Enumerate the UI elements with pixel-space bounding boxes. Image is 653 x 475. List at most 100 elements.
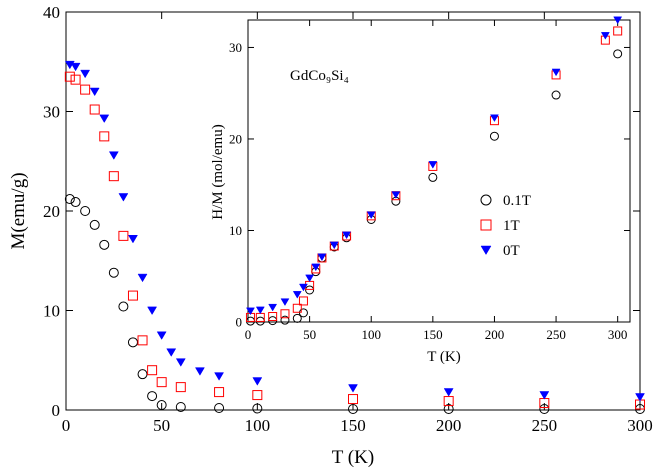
inset-data-series [245,16,623,326]
main-data-point [539,391,550,400]
main-data-point [127,337,138,348]
main-data-point [70,62,81,72]
inset-data-point [551,68,561,77]
main-data-point [128,235,138,244]
inset-plot: 0 50 100 150 200 250 300 0 10 20 30 GdCo₉Si₄ 0.1T 1… [210,16,631,365]
inset-data-point [299,283,308,292]
main-data-point [64,194,75,205]
inset-data-point [317,253,327,262]
main-data-point [80,69,91,79]
legend-marker-0 [480,194,492,206]
inset-y-tick-label: 10 [229,223,242,238]
main-data-point [118,193,129,202]
main-data-point [348,394,358,405]
main-series-2 [64,60,645,402]
inset-data-point [311,263,321,272]
main-x-tick-label: 300 [627,416,653,435]
main-data-point [70,74,81,85]
main-data-point [443,404,454,415]
inset-x-tick-label: 0 [245,327,252,342]
main-data-point [252,390,263,401]
inset-plot-background [248,20,630,322]
inset-data-point [305,274,315,283]
inset-data-point [298,296,308,306]
inset-x-tick-label: 300 [608,327,628,342]
main-data-point [64,71,75,82]
main-data-point [70,197,81,208]
inset-data-point [366,211,376,220]
main-data-point [147,306,158,316]
inset-legend: 0.1T 1T 0T [480,193,531,259]
main-x-tick-label: 200 [436,416,462,435]
inset-data-point [551,90,561,100]
main-x-tick-label: 50 [153,416,170,435]
main-data-point [137,335,148,346]
main-data-point [156,400,167,411]
main-y-tick-label: 10 [43,301,60,320]
main-data-point [137,369,148,380]
inset-y-tick-label: 0 [236,315,243,330]
main-data-point [214,403,225,414]
inset-series-1 [245,26,623,322]
main-data-point [89,87,100,97]
main-y-tick-label: 40 [43,3,60,22]
main-x-tick-label: 250 [532,416,558,435]
inset-x-tick-label: 250 [546,327,566,342]
main-data-point [108,171,119,182]
inset-x-tick-label: 50 [303,327,316,342]
inset-plot-frame [247,19,631,323]
inset-axis-ticks: 0 50 100 150 200 250 300 0 10 20 30 [229,20,630,342]
main-data-point [443,388,454,397]
main-data-point [175,382,186,393]
main-y-axis-label: M(emu/g) [8,172,29,249]
main-data-point [99,131,110,142]
main-data-series [64,60,645,415]
legend-marker-2 [480,245,492,255]
inset-data-point [268,312,278,322]
main-x-tick-label: 0 [62,416,71,435]
inset-y-axis-label: H/M (mol/emu) [210,124,226,219]
main-data-point [127,290,138,301]
main-data-point [348,384,358,393]
legend-marker-1 [480,219,492,231]
legend-label-2: 0T [503,243,520,259]
main-data-point [348,404,358,415]
inset-data-point [292,313,302,323]
main-data-point [194,367,205,376]
main-data-point [175,358,186,367]
main-data-point [118,230,129,241]
main-data-point [118,301,129,312]
main-y-tick-label: 0 [52,401,61,420]
main-data-point [99,114,110,124]
main-x-tick-label: 150 [340,416,366,435]
inset-data-point [255,306,265,315]
inset-data-point [613,16,623,25]
inset-y-tick-label: 30 [229,40,242,55]
main-data-point [156,377,167,388]
inset-data-point [490,114,499,123]
main-data-point [108,151,119,160]
main-data-point [539,404,550,415]
main-data-point [252,403,263,414]
inset-data-point [428,161,438,169]
inset-data-point [246,307,255,316]
main-series-0 [64,194,645,415]
inset-data-point [292,303,302,313]
inset-data-point [298,308,308,318]
inset-data-point [280,309,290,319]
inset-annotation-compound: GdCo₉Si₄ [290,68,349,84]
inset-x-axis-label: T (K) [427,349,460,365]
inset-x-tick-label: 150 [423,327,443,342]
inset-data-point [428,172,438,182]
main-data-point [80,84,91,95]
main-data-point [252,377,263,386]
inset-data-point [329,241,339,250]
legend-label-0: 0.1T [503,193,531,209]
main-y-tick-label: 20 [43,202,60,221]
main-data-point [147,391,158,402]
legend-label-1: 1T [503,218,520,234]
main-x-axis-label: T (K) [332,447,374,468]
main-x-tick-label: 100 [245,416,271,435]
inset-data-point [292,291,302,299]
